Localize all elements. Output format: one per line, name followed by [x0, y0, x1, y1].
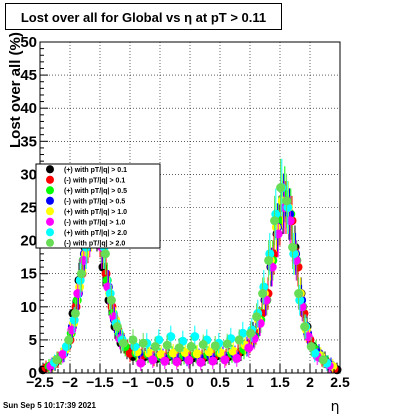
timestamp: Sun Sep 5 10:17:39 2021	[3, 401, 96, 410]
y-axis-label: Lost over all (%)	[7, 32, 24, 148]
x-tick-label: −2	[62, 374, 78, 390]
data-point	[238, 328, 248, 338]
data-point	[190, 332, 200, 342]
y-tick-label: 10	[20, 299, 37, 316]
legend-label: (+) with pT/|q| > 0.1	[64, 167, 127, 174]
data-point	[258, 289, 268, 299]
x-tick-label: −1.5	[86, 374, 114, 390]
x-tick-label: 0.5	[210, 374, 230, 390]
legend-label: (+) with pT/|q| > 1.0	[64, 209, 127, 216]
y-tick-label: 25	[20, 200, 37, 217]
x-tick-label: 1.5	[270, 374, 290, 390]
data-point	[76, 269, 86, 279]
data-point	[310, 348, 320, 358]
legend-label: (-) with pT/|q| > 1.0	[64, 219, 125, 226]
x-tick-label: −1	[122, 374, 138, 390]
data-point	[178, 336, 188, 346]
data-point	[58, 349, 68, 359]
data-point	[174, 343, 184, 353]
data-point	[160, 356, 170, 366]
data-point	[222, 339, 232, 349]
data-point	[128, 335, 138, 345]
legend-marker	[46, 196, 54, 205]
data-point	[162, 340, 172, 350]
legend-label: (+) with pT/|q| > 2.0	[64, 230, 127, 237]
data-point	[234, 335, 244, 345]
x-tick-label: 2.5	[330, 374, 350, 390]
data-point	[112, 322, 122, 332]
data-point	[294, 289, 304, 299]
legend-marker	[46, 238, 54, 247]
data-point	[118, 338, 128, 348]
legend: (+) with pT/|q| > 0.1 (-) with pT/|q| > 0…	[35, 163, 161, 249]
legend-marker	[46, 207, 54, 216]
data-point	[318, 355, 328, 365]
y-tick-label: 0	[29, 365, 37, 382]
x-axis-label: η	[331, 399, 340, 414]
data-point	[156, 349, 166, 359]
y-tick-label: 40	[20, 100, 37, 117]
data-point	[52, 355, 62, 365]
chart-title: Lost over all for Global vs η at pT > 0.…	[5, 3, 282, 30]
data-point	[210, 341, 220, 351]
legend-marker	[46, 175, 54, 184]
y-tick-label: 45	[20, 67, 37, 84]
legend-marker	[46, 217, 54, 226]
x-tick-label: 0	[186, 374, 194, 390]
data-point	[70, 308, 80, 318]
data-point	[148, 355, 158, 365]
legend-marker	[46, 228, 54, 237]
data-point	[220, 355, 230, 365]
data-point	[300, 322, 310, 332]
legend-label: (-) with pT/|q| > 2.0	[64, 240, 125, 247]
data-point	[270, 216, 280, 226]
legend-label: (-) with pT/|q| > 0.5	[64, 198, 125, 205]
data-point	[186, 342, 196, 352]
legend-marker	[46, 186, 54, 195]
y-tick-label: 20	[20, 233, 37, 250]
legend-box	[35, 163, 161, 249]
data-point	[138, 338, 148, 348]
data-point	[166, 332, 176, 342]
y-tick-label: 30	[20, 166, 37, 183]
data-point	[64, 335, 74, 345]
data-point	[196, 357, 206, 367]
data-point	[246, 328, 256, 338]
legend-marker	[46, 165, 54, 174]
data-point	[288, 242, 298, 252]
data-point	[208, 356, 218, 366]
data-point	[252, 312, 262, 322]
x-tick-label: 1	[246, 374, 254, 390]
x-tick-label: −2.5	[26, 374, 54, 390]
data-point	[106, 295, 116, 305]
data-point	[232, 353, 242, 363]
data-point	[276, 183, 286, 193]
data-point	[154, 335, 164, 345]
data-point	[172, 357, 182, 367]
data-point	[198, 340, 208, 350]
data-point	[306, 342, 316, 352]
y-tick-label: 15	[20, 266, 37, 283]
legend-label: (-) with pT/|q| > 0.1	[64, 177, 125, 184]
data-point	[244, 343, 254, 353]
legend-label: (+) with pT/|q| > 0.5	[64, 188, 127, 195]
data-point	[100, 249, 110, 259]
data-point	[184, 355, 194, 365]
data-point	[282, 196, 292, 206]
y-tick-label: 35	[20, 133, 37, 150]
data-point	[150, 342, 160, 352]
data-point	[168, 348, 178, 358]
x-tick-label: −0.5	[146, 374, 174, 390]
axes: 0 5 10 15 20 25 30 35 40 45 50 −2.5 −2 −1.5 −1 −0.5 0 0.5…	[7, 32, 350, 414]
x-tick-label: 2	[306, 374, 314, 390]
y-tick-label: 5	[29, 332, 37, 349]
data-point	[264, 255, 274, 265]
data-point	[192, 349, 202, 359]
y-tick-label: 50	[20, 34, 37, 51]
data-point	[136, 358, 146, 368]
